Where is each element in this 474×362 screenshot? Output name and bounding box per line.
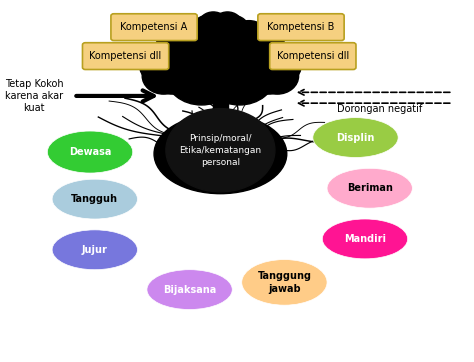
Ellipse shape	[178, 22, 220, 54]
Ellipse shape	[213, 12, 242, 35]
Ellipse shape	[263, 52, 301, 82]
Ellipse shape	[237, 38, 284, 78]
Ellipse shape	[201, 18, 239, 47]
Ellipse shape	[161, 25, 204, 58]
Text: Mandiri: Mandiri	[344, 234, 386, 244]
Ellipse shape	[52, 230, 137, 270]
Ellipse shape	[174, 21, 210, 48]
Ellipse shape	[313, 118, 398, 157]
Ellipse shape	[166, 109, 275, 192]
Ellipse shape	[147, 46, 190, 81]
Text: Tetap Kokoh
karena akar
kuat: Tetap Kokoh karena akar kuat	[5, 79, 64, 113]
Ellipse shape	[159, 33, 230, 90]
Ellipse shape	[154, 114, 287, 194]
FancyBboxPatch shape	[270, 43, 356, 70]
Ellipse shape	[209, 25, 261, 65]
Ellipse shape	[166, 47, 237, 105]
Ellipse shape	[156, 38, 204, 78]
Ellipse shape	[237, 25, 280, 58]
Ellipse shape	[175, 22, 265, 90]
Ellipse shape	[327, 168, 412, 208]
Ellipse shape	[322, 219, 408, 259]
Ellipse shape	[220, 22, 263, 54]
Ellipse shape	[242, 260, 327, 305]
Text: Dewasa: Dewasa	[69, 147, 111, 157]
FancyBboxPatch shape	[82, 43, 169, 70]
Text: Displin: Displin	[337, 132, 374, 143]
Ellipse shape	[140, 52, 178, 82]
Ellipse shape	[197, 22, 244, 62]
Text: Kompetensi B: Kompetensi B	[267, 22, 335, 32]
FancyBboxPatch shape	[111, 14, 197, 41]
Ellipse shape	[52, 179, 137, 219]
Ellipse shape	[251, 46, 294, 81]
Ellipse shape	[145, 47, 201, 94]
Ellipse shape	[155, 32, 195, 62]
Ellipse shape	[211, 33, 282, 90]
Ellipse shape	[159, 29, 216, 72]
Ellipse shape	[239, 47, 296, 94]
Ellipse shape	[199, 12, 228, 35]
Text: Kompetensi dll: Kompetensi dll	[277, 51, 349, 61]
Text: Dorongan negatif: Dorongan negatif	[337, 104, 422, 114]
Ellipse shape	[47, 131, 133, 173]
Ellipse shape	[180, 42, 261, 103]
Ellipse shape	[225, 29, 282, 72]
Ellipse shape	[256, 58, 299, 94]
Ellipse shape	[216, 15, 249, 43]
Ellipse shape	[204, 47, 275, 105]
Ellipse shape	[192, 15, 225, 43]
FancyBboxPatch shape	[258, 14, 344, 41]
Ellipse shape	[147, 270, 232, 310]
Ellipse shape	[142, 58, 185, 94]
Text: Beriman: Beriman	[347, 183, 392, 193]
Ellipse shape	[246, 32, 285, 62]
Ellipse shape	[231, 21, 267, 48]
Ellipse shape	[180, 25, 232, 65]
Text: Bijaksana: Bijaksana	[163, 285, 216, 295]
Text: Tanggung
jawab: Tanggung jawab	[257, 271, 311, 294]
Text: Kompetensi A: Kompetensi A	[120, 22, 188, 32]
Text: Prinsip/moral/
Etika/kematangan
personal: Prinsip/moral/ Etika/kematangan personal	[179, 134, 262, 167]
Bar	[213, 92, 228, 127]
Text: Tangguh: Tangguh	[71, 194, 118, 204]
Text: Jujur: Jujur	[82, 245, 108, 255]
Text: Kompetensi dll: Kompetensi dll	[90, 51, 162, 61]
